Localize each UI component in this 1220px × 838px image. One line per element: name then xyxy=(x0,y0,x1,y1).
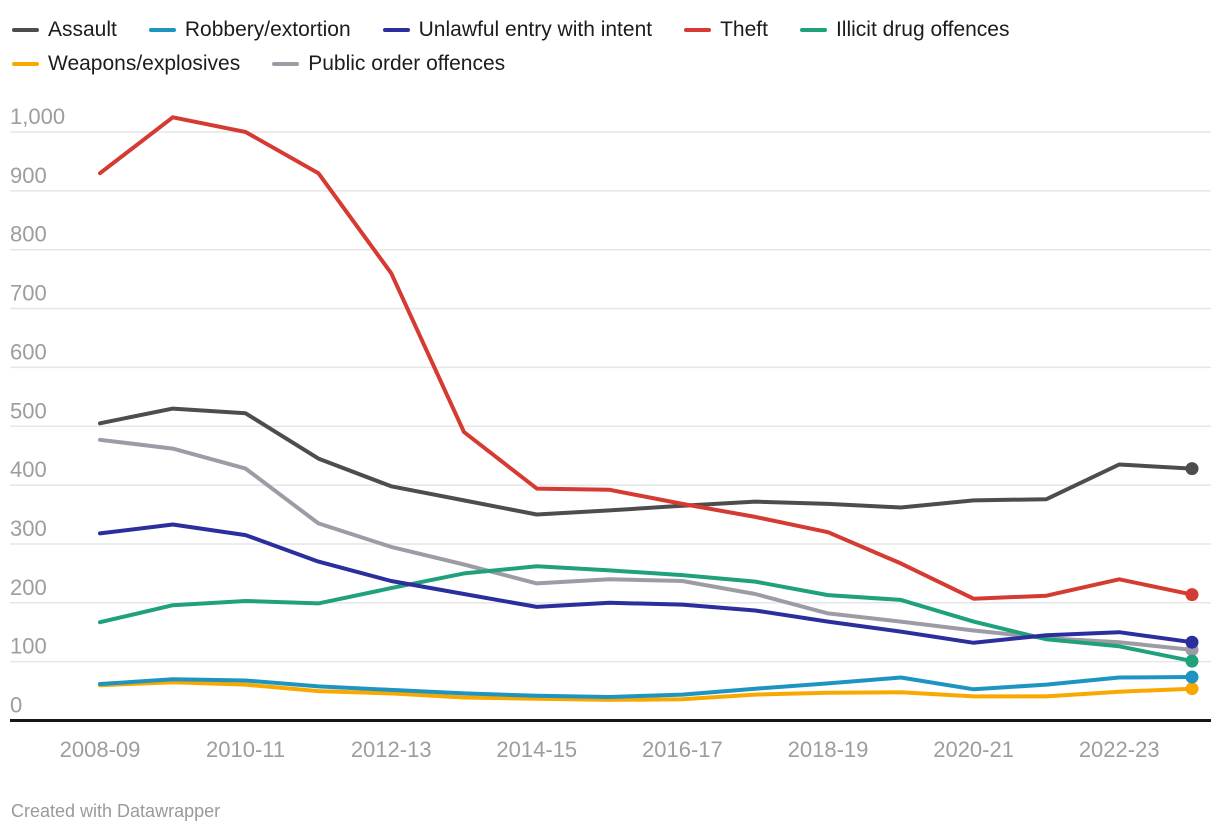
legend-item-weapons-explosives: Weapons/explosives xyxy=(12,52,240,76)
endpoint-dot-unlawful-entry-with-intent xyxy=(1185,635,1199,649)
legend-row-1: Assault Robbery/extortion Unlawful entry w… xyxy=(12,13,1010,47)
y-tick-label: 1,000 xyxy=(10,104,65,129)
x-tick-label: 2016-17 xyxy=(642,737,723,762)
endpoint-dot-robbery-extortion xyxy=(1185,670,1199,684)
legend-item-assault: Assault xyxy=(12,18,117,42)
legend-label: Assault xyxy=(48,18,117,41)
legend-item-public-order-offences: Public order offences xyxy=(272,52,505,76)
y-tick-label: 300 xyxy=(10,516,47,541)
legend-item-illicit-drug-offences: Illicit drug offences xyxy=(799,18,1010,42)
y-tick-labels: 0 100 200 300 400 500 600 700 800 900 1,000 xyxy=(10,104,65,718)
legend-label: Weapons/explosives xyxy=(48,52,241,75)
series-line-illicit-drug-offences xyxy=(98,564,1194,664)
y-tick-label: 100 xyxy=(10,634,47,659)
series-line-weapons-explosives xyxy=(98,680,1194,702)
x-tick-labels: 2008-09 2010-11 2012-13 2014-15 2016-17 2018-… xyxy=(60,737,1160,762)
endpoint-dot-assault xyxy=(1185,462,1199,476)
x-tick-label: 2010-11 xyxy=(206,737,285,762)
legend-swatch-unlawful-entry-with-intent xyxy=(382,27,410,33)
y-tick-label: 600 xyxy=(10,339,47,364)
legend-row-2: Weapons/explosives Public order offences xyxy=(12,47,1010,81)
legend-swatch-weapons-explosives xyxy=(12,61,39,67)
legend-label: Theft xyxy=(720,18,768,41)
x-tick-label: 2020-21 xyxy=(933,737,1014,762)
x-tick-label: 2008-09 xyxy=(60,737,141,762)
legend-item-theft: Theft xyxy=(684,18,768,42)
y-tick-label: 700 xyxy=(10,281,47,306)
x-tick-label: 2012-13 xyxy=(351,737,432,762)
y-tick-label: 200 xyxy=(10,575,47,600)
y-tick-label: 900 xyxy=(10,163,47,188)
x-tick-label: 2014-15 xyxy=(496,737,577,762)
credit-line[interactable]: Created with Datawrapper xyxy=(11,801,220,822)
legend-swatch-robbery-extortion xyxy=(148,27,176,33)
legend-label: Illicit drug offences xyxy=(835,18,1010,41)
y-grid xyxy=(10,131,1211,722)
y-tick-label: 500 xyxy=(10,398,47,423)
legend-swatch-theft xyxy=(684,27,712,33)
legend-swatch-illicit-drug-offences xyxy=(799,27,827,33)
y-tick-label: 400 xyxy=(10,457,47,482)
x-tick-label: 2018-19 xyxy=(788,737,869,762)
legend-item-unlawful-entry-with-intent: Unlawful entry with intent xyxy=(382,18,653,42)
credit-text: Created with Datawrapper xyxy=(11,801,221,821)
series-line-unlawful-entry-with-intent xyxy=(98,522,1194,645)
legend-swatch-assault xyxy=(12,27,39,33)
endpoint-dot-illicit-drug-offences xyxy=(1185,654,1199,668)
y-tick-label: 800 xyxy=(10,222,47,247)
legend-label: Public order offences xyxy=(308,52,506,75)
legend-label: Robbery/extortion xyxy=(184,18,351,41)
endpoint-dot-weapons-explosives xyxy=(1185,682,1199,696)
series-line-theft xyxy=(98,115,1194,601)
series-line-robbery-extortion xyxy=(98,675,1194,699)
series-line-public-order-offences xyxy=(98,437,1194,652)
endpoint-dot-theft xyxy=(1185,588,1199,602)
x-tick-label: 2022-23 xyxy=(1079,737,1160,762)
legend-label: Unlawful entry with intent xyxy=(418,18,653,41)
series-line-assault xyxy=(98,406,1194,517)
legend-item-robbery-extortion: Robbery/extortion xyxy=(148,18,351,42)
y-tick-label: 0 xyxy=(10,693,22,718)
chart-legend: Assault Robbery/extortion Unlawful entry w… xyxy=(12,13,1010,81)
legend-swatch-public-order-offences xyxy=(272,61,300,67)
